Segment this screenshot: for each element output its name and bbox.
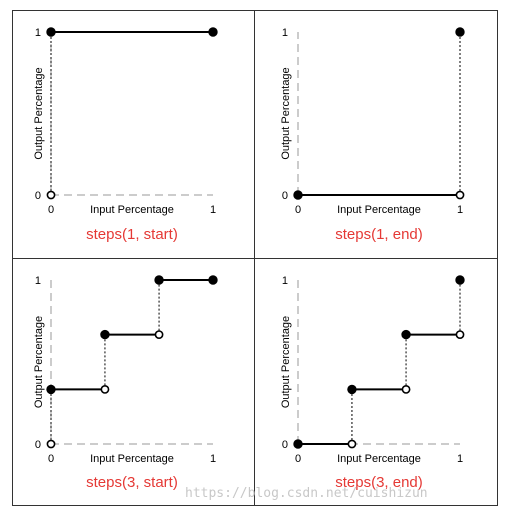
filled-point-2 (208, 27, 218, 37)
y-tick-label-1: 1 (35, 27, 41, 39)
open-point-2 (401, 384, 411, 394)
filled-point-3 (401, 329, 411, 340)
filled-point-1 (293, 439, 303, 449)
filled-point-2 (347, 384, 357, 395)
chart-panel-steps-1-start: 0 1 0 1 Input Percentage Output Percentage ste… (33, 27, 218, 243)
y-axis-label: Output Percentage (280, 316, 292, 408)
open-point-2 (100, 384, 110, 394)
y-tick-label-0: 0 (35, 190, 41, 202)
panel-title: steps(3, end) (335, 474, 423, 491)
filled-point-1 (46, 384, 56, 395)
watermark-text: https://blog.csdn.net/cuishizun (185, 486, 428, 501)
panel-title: steps(1, start) (86, 226, 178, 243)
x-axis-label: Input Percentage (90, 453, 174, 465)
filled-point-2 (455, 27, 465, 37)
panel-title: steps(1, end) (335, 226, 423, 243)
y-tick-label-1: 1 (282, 275, 288, 287)
open-point-1 (347, 439, 357, 449)
filled-point-4 (208, 275, 218, 285)
filled-point-1 (46, 27, 56, 37)
panel-title: steps(3, start) (86, 474, 178, 491)
y-axis-label: Output Percentage (33, 67, 45, 159)
chart-panel-steps-3-start: 0 1 0 1 Input Percentage Output Percentage ste… (33, 275, 218, 491)
filled-point-2 (100, 329, 110, 340)
x-tick-label-1: 1 (457, 204, 463, 216)
chart-panel-steps-1-end: 0 1 0 1 Input Percentage Output Percentage ste… (280, 27, 465, 243)
x-tick-label-1: 1 (457, 453, 463, 465)
filled-point-3 (154, 275, 164, 285)
y-axis-label: Output Percentage (280, 67, 292, 159)
open-point-3 (455, 330, 465, 340)
x-tick-label-0: 0 (295, 204, 301, 216)
y-axis-label: Output Percentage (33, 316, 45, 408)
filled-point-1 (293, 190, 303, 200)
panel-frames (12, 10, 498, 506)
open-point-1 (46, 439, 56, 449)
x-axis-label: Input Percentage (337, 204, 421, 216)
x-tick-label-1: 1 (210, 204, 216, 216)
y-tick-label-0: 0 (35, 439, 41, 451)
x-axis-label: Input Percentage (90, 204, 174, 216)
x-axis-label: Input Percentage (337, 453, 421, 465)
x-tick-label-0: 0 (295, 453, 301, 465)
chart-panel-steps-3-end: 0 1 0 1 Input Percentage Output Percentage ste… (280, 275, 465, 491)
filled-point-4 (455, 275, 465, 285)
open-point-1 (455, 190, 465, 200)
y-tick-label-0: 0 (282, 190, 288, 202)
x-tick-label-0: 0 (48, 204, 54, 216)
open-point-3 (154, 330, 164, 340)
open-point-1 (46, 190, 56, 200)
x-tick-label-1: 1 (210, 453, 216, 465)
x-tick-label-0: 0 (48, 453, 54, 465)
y-tick-label-1: 1 (35, 275, 41, 287)
y-tick-label-1: 1 (282, 27, 288, 39)
y-tick-label-0: 0 (282, 439, 288, 451)
